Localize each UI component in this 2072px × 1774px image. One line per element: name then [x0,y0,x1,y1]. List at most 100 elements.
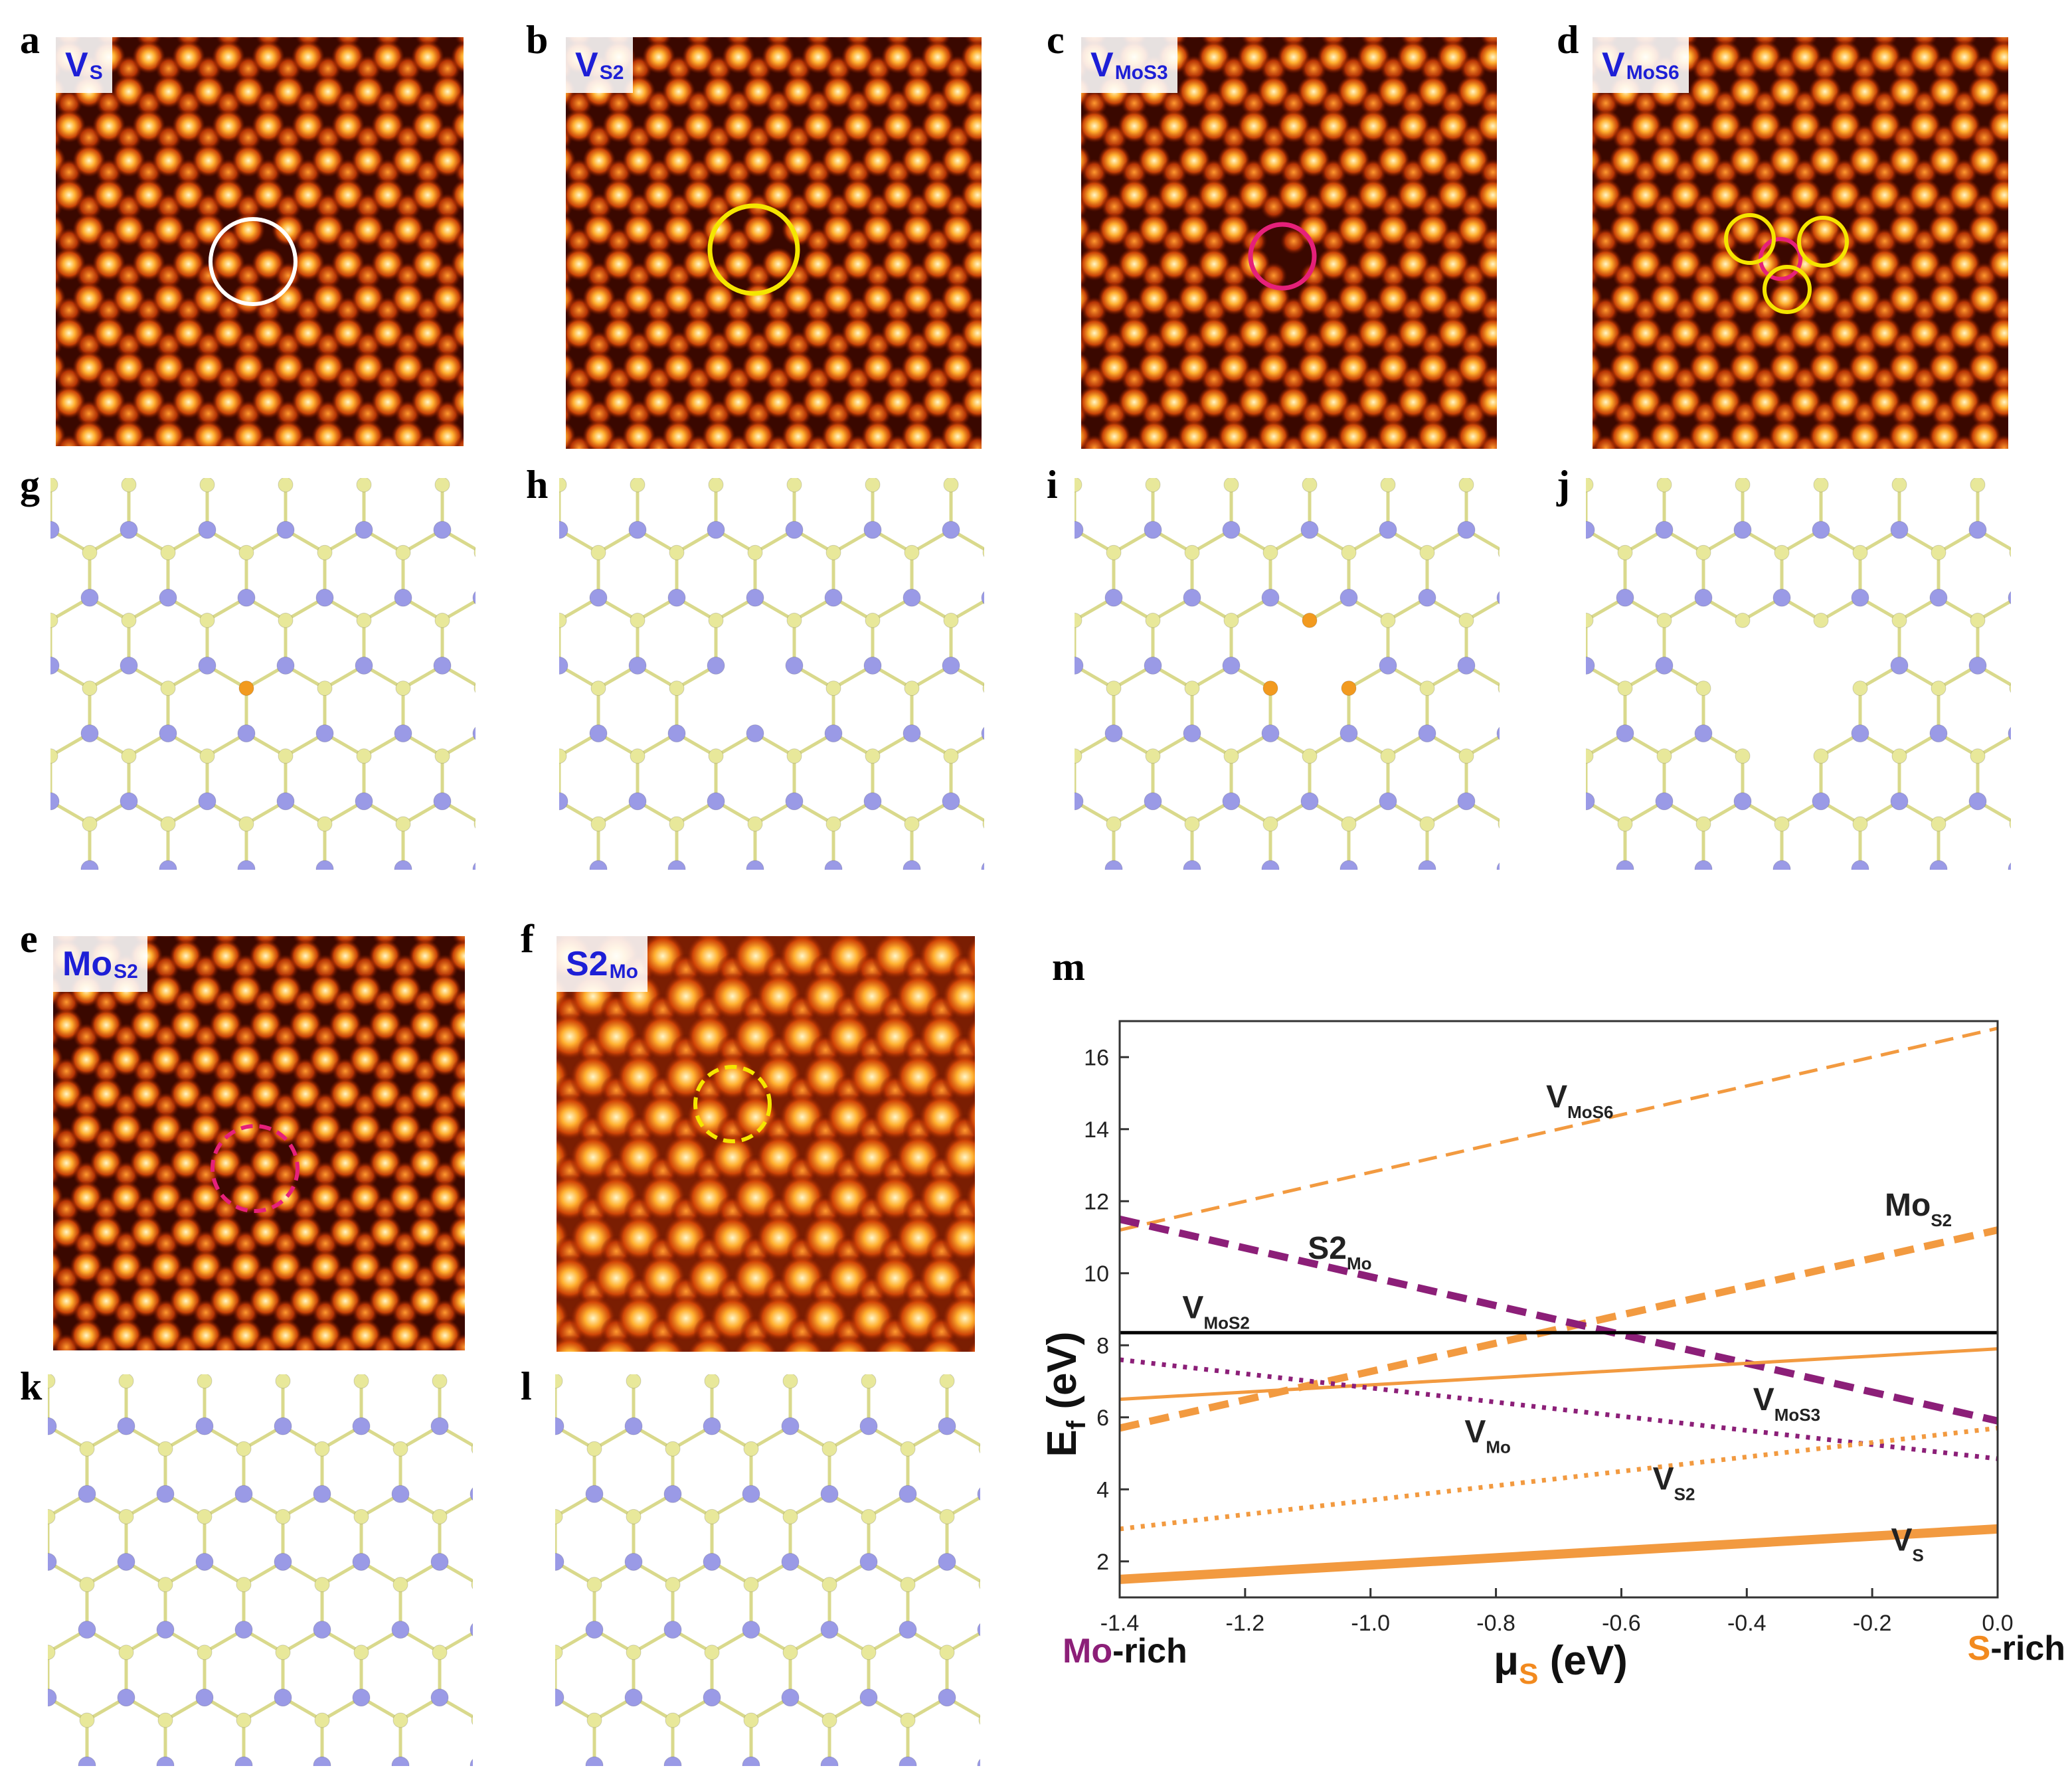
s-atom [978,1579,980,1589]
x-tick-label: 0.0 [1982,1611,2013,1636]
mo-atom [903,588,921,607]
mo-atom [785,521,804,539]
series-label-v-mos2: VMoS2 [1182,1291,1249,1333]
s-atom [1458,478,1474,493]
mo-atom [472,591,475,605]
s-atom [665,1577,681,1593]
mo-atom [899,1485,917,1503]
s-atom [1380,612,1396,628]
s-atom [434,612,450,628]
s-atom [982,819,984,829]
y-tick-label: 10 [1084,1261,1109,1287]
s-atom [630,612,646,628]
s-atom [586,1577,602,1593]
s-atom [434,748,450,764]
s-atom [1970,478,1986,493]
mo-atom [313,1485,331,1503]
mo-atom [78,1756,96,1766]
panel-letter-g: g [20,463,40,507]
mo-atom [159,588,177,607]
s-atom [943,478,959,493]
mo-atom [1222,792,1241,811]
s-atom [199,478,215,493]
s-atom [555,1645,563,1660]
mo-atom [624,1688,643,1707]
y-axis-label: Ef (eV) [1039,1331,1091,1457]
mo-atom [663,1756,682,1766]
s-atom [1656,478,1672,493]
mo-atom [942,792,960,811]
s-atom [79,1577,95,1593]
mo-atom [707,521,725,539]
mo-atom [820,1621,839,1639]
x-axis-label: μS (eV) [1494,1638,1628,1690]
panel-letter-m: m [1052,945,1085,989]
mo-atom [80,724,99,743]
mo-atom [1144,792,1162,811]
s-atom [432,1508,448,1524]
mo-atom [1655,521,1674,539]
s-atom [353,1645,369,1660]
series-line-v-s [1119,1524,1998,1584]
mo-atom [1586,792,1595,811]
mo-atom [276,792,295,811]
s-atom [704,1645,720,1660]
s-atom [1419,816,1435,832]
s-atom [555,1508,563,1524]
s-atom [1695,816,1711,832]
s-atom [1852,544,1868,560]
mo-atom [824,588,843,607]
mo-atom [1968,656,1987,675]
s-atom [353,1374,369,1389]
mo-atom [1457,656,1476,675]
s-rich-note: S-rich [1968,1629,2065,1668]
s-atom [82,544,98,560]
s-atom [865,612,881,628]
s-atom [275,1645,291,1660]
s-atom [392,1577,408,1593]
mo-atom [1418,588,1436,607]
s-atom [1931,681,1946,696]
s-atom [861,1374,877,1389]
lattice-atoms [48,1374,473,1766]
s-atom [236,1712,252,1728]
s-atom [392,1712,408,1728]
lattice-bonds [1586,485,2011,870]
s-atom [1498,683,1500,693]
s-atom [559,748,567,764]
mo-atom [313,1621,331,1639]
mo-atom [276,521,295,539]
s-atom [471,1444,473,1454]
mo-atom [1694,860,1713,870]
mo-atom [391,1485,410,1503]
s-atom [1970,612,1986,628]
s-atom [1341,681,1357,696]
mo-atom [1183,860,1201,870]
lattice-atoms [555,1374,980,1766]
series-line-v-mos6 [1119,1026,1998,1232]
s-atom [50,478,58,493]
s-atom [1735,612,1751,628]
s-atom [708,748,724,764]
panel-letter-f: f [521,917,534,961]
mo-atom [859,1552,878,1571]
mo-atom [1890,792,1909,811]
series-line-s2-mo [1118,1216,1999,1425]
s-atom [121,748,137,764]
s-atom [1458,748,1474,764]
mo-atom [50,656,60,675]
s-atom [825,816,841,832]
chart-ticks: -1.4 -1.2 -1.0 -0.8 -0.6 -0.4 -0.2 0.0 2 4 6 8 10 12 1… [1084,1045,2013,1636]
mo-atom [470,1623,473,1637]
mo-atom [585,1756,604,1766]
s-atom [1380,478,1396,493]
mo-atom [274,1417,292,1435]
panel-letter-i: i [1047,463,1058,507]
mo-atom [1586,521,1595,539]
mo-atom [559,656,568,675]
mo-atom [703,1552,721,1571]
mo-atom [394,724,412,743]
mo-atom [820,1485,839,1503]
mo-atom [707,656,725,675]
